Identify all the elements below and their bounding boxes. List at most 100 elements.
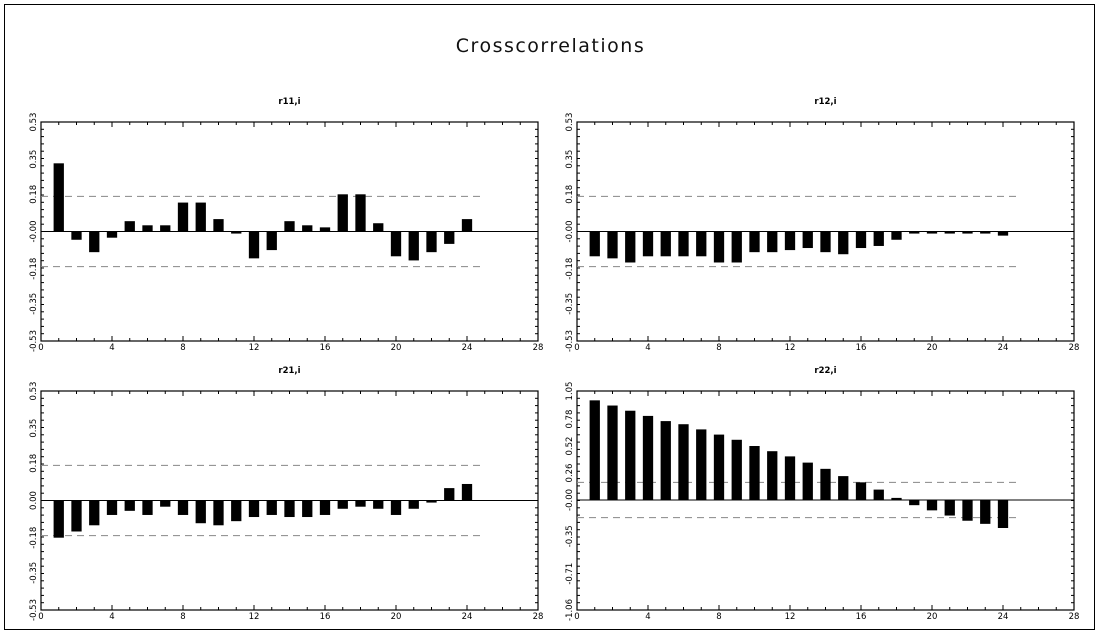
bar-lag-8 bbox=[713, 231, 725, 263]
bar-lag-12 bbox=[784, 231, 796, 251]
x-tick-label: 12 bbox=[249, 612, 260, 622]
y-tick-label: -0.35 bbox=[565, 293, 575, 315]
bar-lag-12 bbox=[784, 456, 796, 500]
bar-lag-5 bbox=[660, 421, 671, 500]
bar-lag-16 bbox=[855, 482, 867, 500]
bar-lag-2 bbox=[71, 500, 82, 532]
bar-lag-5 bbox=[660, 231, 671, 257]
bar-lag-22 bbox=[962, 499, 973, 521]
chart-panel-1: 0 4 8 12 16 20 24 28 -0.53 -0.35 -0.18 -0.00 0.18 0.3… bbox=[29, 97, 543, 353]
bar-lag-21 bbox=[944, 499, 955, 516]
bar-lag-11 bbox=[231, 231, 242, 234]
y-tick-label: -0.35 bbox=[29, 562, 39, 584]
x-tick-label: 0 bbox=[38, 612, 43, 622]
y-tick-label: -1.06 bbox=[565, 599, 575, 621]
bar-lag-9 bbox=[195, 202, 206, 232]
bar-lag-24 bbox=[461, 483, 473, 501]
bar-lag-2 bbox=[607, 405, 618, 500]
bar-lag-4 bbox=[642, 415, 654, 500]
bar-lag-16 bbox=[319, 227, 331, 232]
bar-lag-1 bbox=[53, 163, 64, 232]
y-tick-label: 0.18 bbox=[565, 185, 575, 204]
bar-lag-21 bbox=[408, 231, 419, 261]
x-tick-label: 28 bbox=[1069, 343, 1080, 353]
bar-lag-3 bbox=[625, 410, 636, 500]
y-tick-label: -0.53 bbox=[29, 330, 39, 352]
bar-lag-23 bbox=[444, 488, 455, 501]
bar-lag-15 bbox=[302, 225, 313, 232]
y-tick-label: -0.18 bbox=[29, 258, 39, 280]
y-tick-label: -0.71 bbox=[565, 563, 575, 585]
bar-lag-24 bbox=[997, 499, 1009, 529]
bar-lag-16 bbox=[855, 231, 867, 249]
x-tick-label: 0 bbox=[38, 343, 43, 353]
y-tick-label: 0.00 bbox=[29, 491, 39, 510]
y-tick-label: 1.05 bbox=[565, 382, 575, 401]
bar-lag-22 bbox=[962, 231, 973, 234]
bar-lag-17 bbox=[873, 231, 884, 246]
x-tick-label: 8 bbox=[716, 612, 721, 622]
bar-lag-9 bbox=[731, 439, 742, 500]
y-tick-label: 0.35 bbox=[29, 150, 39, 169]
subplot-title: r21,i bbox=[278, 366, 300, 376]
bar-lag-20 bbox=[390, 500, 402, 515]
figure-frame: Crosscorrelations bbox=[4, 4, 1095, 630]
y-tick-label: 0.53 bbox=[29, 382, 39, 401]
bar-lag-3 bbox=[89, 500, 100, 526]
y-tick-label: -0.35 bbox=[565, 525, 575, 547]
bar-lag-8 bbox=[177, 500, 189, 515]
bar-lag-17 bbox=[873, 489, 884, 500]
y-tick-label: 0.53 bbox=[29, 113, 39, 132]
x-tick-label: 16 bbox=[320, 612, 331, 622]
bar-lag-17 bbox=[337, 500, 348, 509]
x-tick-label: 0 bbox=[574, 343, 579, 353]
bar-lag-4 bbox=[106, 231, 118, 238]
bar-lag-11 bbox=[231, 500, 242, 522]
bar-lag-18 bbox=[355, 194, 366, 232]
bar-lag-15 bbox=[838, 476, 849, 500]
x-tick-label: 8 bbox=[716, 343, 721, 353]
y-tick-label: 0.35 bbox=[565, 150, 575, 169]
bar-lag-8 bbox=[713, 434, 725, 500]
figure-title: Crosscorrelations bbox=[455, 35, 646, 57]
x-tick-label: 8 bbox=[180, 612, 185, 622]
x-tick-label: 16 bbox=[320, 343, 331, 353]
chart-panel-4: 0 4 8 12 16 20 24 28 -1.06 -0.71 -0.35 -0.00 0.26 0.5… bbox=[565, 366, 1079, 622]
bar-lag-20 bbox=[390, 231, 402, 257]
bar-lag-24 bbox=[997, 231, 1009, 236]
x-tick-label: 0 bbox=[574, 612, 579, 622]
bar-lag-1 bbox=[589, 400, 600, 500]
y-tick-label: 0.35 bbox=[29, 419, 39, 438]
bar-lag-9 bbox=[731, 231, 742, 263]
bar-lag-4 bbox=[642, 231, 654, 257]
bar-lag-23 bbox=[980, 231, 991, 234]
bar-lag-10 bbox=[749, 231, 760, 253]
x-tick-label: 28 bbox=[533, 612, 544, 622]
bar-lag-23 bbox=[444, 231, 455, 244]
x-tick-label: 20 bbox=[927, 343, 938, 353]
x-tick-label: 24 bbox=[998, 612, 1009, 622]
bar-lag-18 bbox=[355, 500, 366, 507]
bar-lag-14 bbox=[284, 500, 295, 518]
bar-lag-4 bbox=[106, 500, 118, 515]
bar-lag-6 bbox=[142, 500, 153, 515]
x-tick-label: 16 bbox=[856, 612, 867, 622]
bar-lag-15 bbox=[838, 231, 849, 255]
bar-lag-1 bbox=[589, 231, 600, 257]
bar-lag-3 bbox=[89, 231, 100, 253]
x-tick-label: 4 bbox=[109, 343, 114, 353]
chart-panel-2: 0 4 8 12 16 20 24 28 -0.53 -0.35 -0.18 -0.00 0.18 0.3… bbox=[565, 97, 1079, 353]
bar-lag-19 bbox=[909, 231, 920, 234]
bar-lag-10 bbox=[213, 500, 224, 526]
y-tick-label: -0.00 bbox=[565, 221, 575, 243]
bar-lag-22 bbox=[426, 231, 437, 253]
x-tick-label: 8 bbox=[180, 343, 185, 353]
y-tick-label: 0.52 bbox=[565, 437, 575, 456]
bar-lag-9 bbox=[195, 500, 206, 524]
x-tick-label: 16 bbox=[856, 343, 867, 353]
x-tick-label: 4 bbox=[109, 612, 114, 622]
bar-lag-7 bbox=[160, 225, 171, 232]
bar-lag-13 bbox=[802, 462, 813, 500]
bar-lag-8 bbox=[177, 202, 189, 232]
